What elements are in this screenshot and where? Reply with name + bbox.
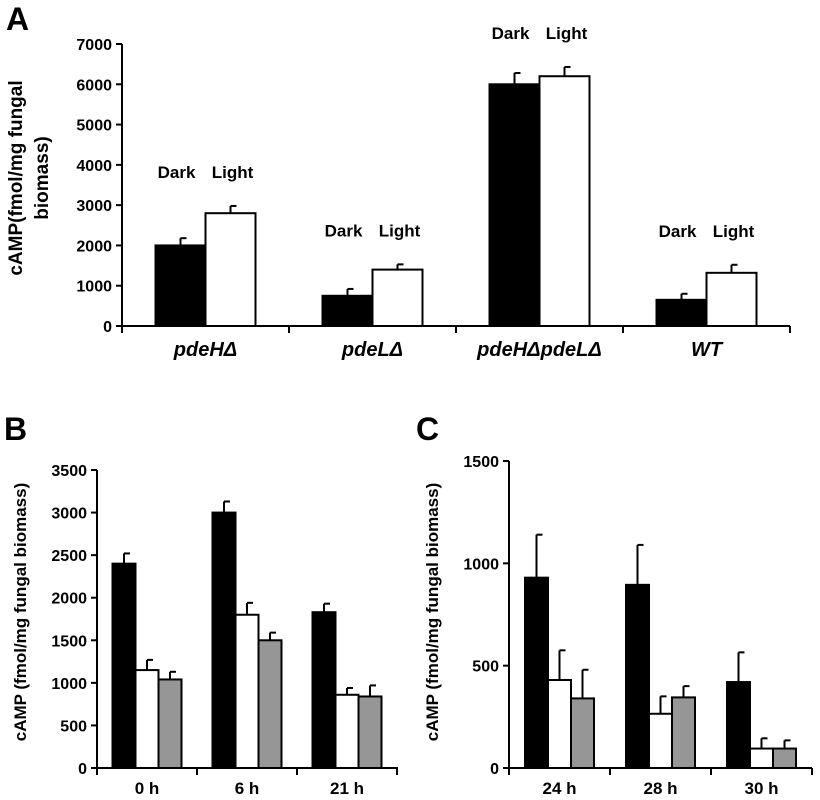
bar-annotation-dark: Dark xyxy=(492,24,530,43)
bar xyxy=(772,747,797,769)
bar xyxy=(111,562,137,770)
chart-b-ylabel: cAMP (fmol/mg fungal biomass) xyxy=(11,483,30,742)
bar xyxy=(570,697,595,769)
chart-c-ylabel: cAMP (fmol/mg fungal biomass) xyxy=(423,483,442,742)
y-tick-label: 3500 xyxy=(51,463,87,480)
y-tick-label: 1000 xyxy=(463,556,499,573)
bar xyxy=(488,83,541,327)
chart-c: 0 500 1000 1500 24 h 28 h 30 h xyxy=(463,454,813,798)
panel-label-a: A xyxy=(6,1,29,37)
y-tick-label: 2000 xyxy=(51,591,87,608)
y-tick-label: 3000 xyxy=(76,198,112,215)
y-tick-label: 1000 xyxy=(51,676,87,693)
x-tick-label: pdeHΔ xyxy=(173,339,237,361)
x-tick-label: 0 h xyxy=(135,779,160,798)
bar xyxy=(321,294,374,327)
x-tick-label: 28 h xyxy=(643,779,677,798)
bar-annotation-light: Light xyxy=(212,163,254,182)
bar-annotation-light: Light xyxy=(379,221,421,240)
chart-a-ylabel-line-2: biomass) xyxy=(32,136,53,219)
bar xyxy=(625,583,650,769)
x-tick-label: 30 h xyxy=(744,779,778,798)
y-tick-label: 2000 xyxy=(76,238,112,255)
bar xyxy=(749,747,774,769)
x-tick-label: 21 h xyxy=(330,779,364,798)
y-tick-label: 1500 xyxy=(51,633,87,650)
y-tick-label: 6000 xyxy=(76,77,112,94)
y-tick-label: 5000 xyxy=(76,118,112,135)
bar xyxy=(154,244,207,327)
y-tick-label: 500 xyxy=(60,718,87,735)
y-tick-label: 3000 xyxy=(51,506,87,523)
y-tick-label: 2500 xyxy=(51,548,87,565)
x-tick-label: pdeHΔpdeLΔ xyxy=(476,339,602,361)
chart-a-ylabel-line-1: cAMP(fmol/mg fungal xyxy=(6,80,27,275)
bar xyxy=(204,212,257,327)
bar xyxy=(655,298,708,328)
x-tick-label: WT xyxy=(691,339,724,361)
y-tick-label: 1500 xyxy=(463,454,499,471)
bar xyxy=(371,268,424,328)
x-tick-label: 24 h xyxy=(542,779,576,798)
chart-a: 0 1000 2000 3000 4000 5000 6000 7000 pdeHΔ Dark Li… xyxy=(76,24,791,361)
bar xyxy=(311,611,337,770)
bar xyxy=(705,271,758,327)
bar xyxy=(134,669,160,769)
y-tick-label: 7000 xyxy=(76,37,112,54)
bar-annotation-dark: Dark xyxy=(659,222,697,241)
bar xyxy=(357,695,383,769)
bar xyxy=(671,696,696,770)
y-tick-label: 0 xyxy=(103,319,112,336)
bar xyxy=(538,75,591,327)
bar-annotation-light: Light xyxy=(713,222,755,241)
bar xyxy=(157,678,183,769)
bar xyxy=(524,576,549,769)
y-tick-label: 0 xyxy=(78,761,87,778)
y-tick-label: 500 xyxy=(472,659,499,676)
bar-annotation-dark: Dark xyxy=(158,163,196,182)
bar xyxy=(726,681,751,769)
bar xyxy=(211,511,237,769)
panel-label-b: B xyxy=(4,411,27,447)
bar-annotation-light: Light xyxy=(546,24,588,43)
x-tick-label: 6 h xyxy=(235,779,260,798)
y-tick-label: 1000 xyxy=(76,279,112,296)
bar xyxy=(234,613,260,769)
bar xyxy=(334,693,360,770)
bar-annotation-dark: Dark xyxy=(325,221,363,240)
bar xyxy=(257,639,283,769)
y-tick-label: 4000 xyxy=(76,158,112,175)
panel-label-c: C xyxy=(416,411,439,447)
bar xyxy=(547,678,572,770)
bar xyxy=(648,712,673,769)
x-tick-label: pdeLΔ xyxy=(341,339,403,361)
y-tick-label: 0 xyxy=(490,761,499,778)
chart-b: 0 500 1000 1500 2000 2500 3000 3500 0 h 6 h 21 h xyxy=(51,463,398,798)
